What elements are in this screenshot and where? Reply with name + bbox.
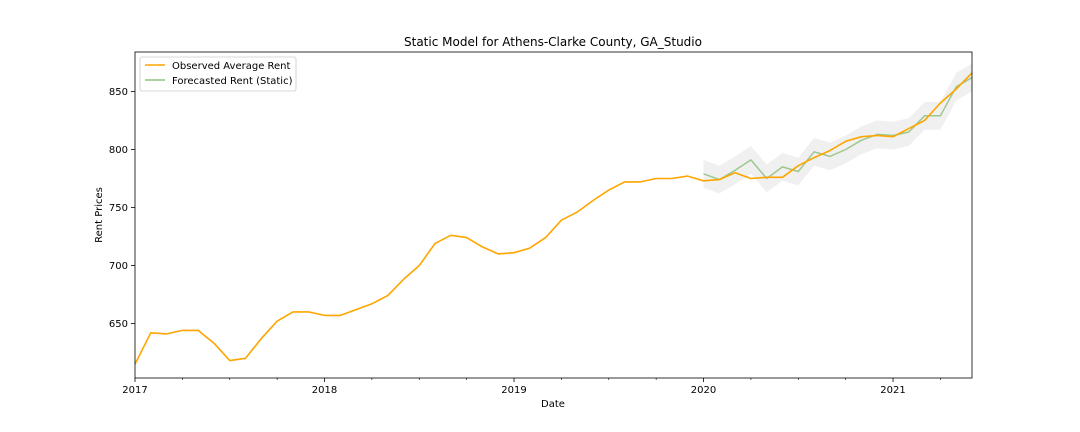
x-axis-label: Date [541,399,565,410]
x-tick-label: 2018 [312,385,337,396]
legend: Observed Average Rent Forecasted Rent (S… [139,56,297,92]
y-axis: 650 700 750 800 850 [109,87,135,330]
chart-title: Static Model for Athens-Clarke County, G… [404,35,702,49]
x-tick-label: 2019 [501,385,526,396]
y-tick-label: 650 [109,319,128,330]
x-tick-label: 2021 [880,385,905,396]
series-layer [134,72,973,365]
x-tick-label: 2020 [691,385,716,396]
y-tick-label: 700 [109,261,128,272]
confidence-band-layer [703,63,972,194]
forecast-confidence-band [703,63,972,194]
x-axis: 2017 2018 2019 2020 2021 [122,378,941,396]
legend-box [139,56,297,92]
observed-rent-line [134,72,973,365]
legend-label-forecast: Forecasted Rent (Static) [172,76,293,87]
y-axis-label: Rent Prices [94,187,105,243]
plot-frame [134,51,973,379]
x-tick-label: 2017 [122,385,147,396]
y-tick-label: 800 [109,145,128,156]
legend-label-observed: Observed Average Rent [172,61,291,72]
forecast-rent-line [703,76,973,181]
y-tick-label: 850 [109,87,128,98]
y-tick-label: 750 [109,203,128,214]
